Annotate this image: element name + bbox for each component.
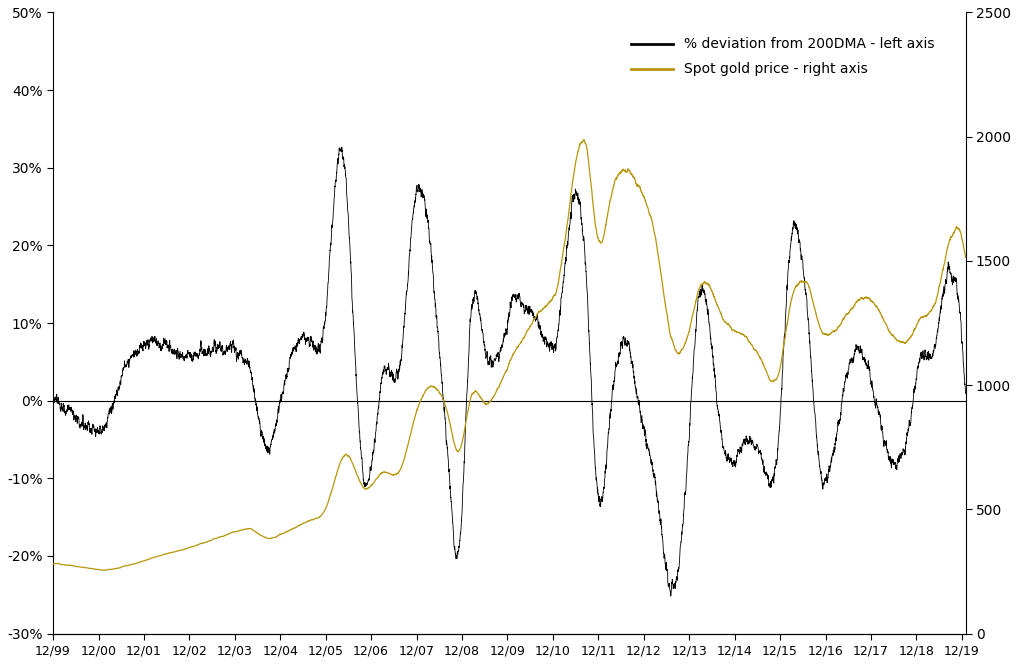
- Legend: % deviation from 200DMA - left axis, Spot gold price - right axis: % deviation from 200DMA - left axis, Spo…: [626, 32, 941, 82]
